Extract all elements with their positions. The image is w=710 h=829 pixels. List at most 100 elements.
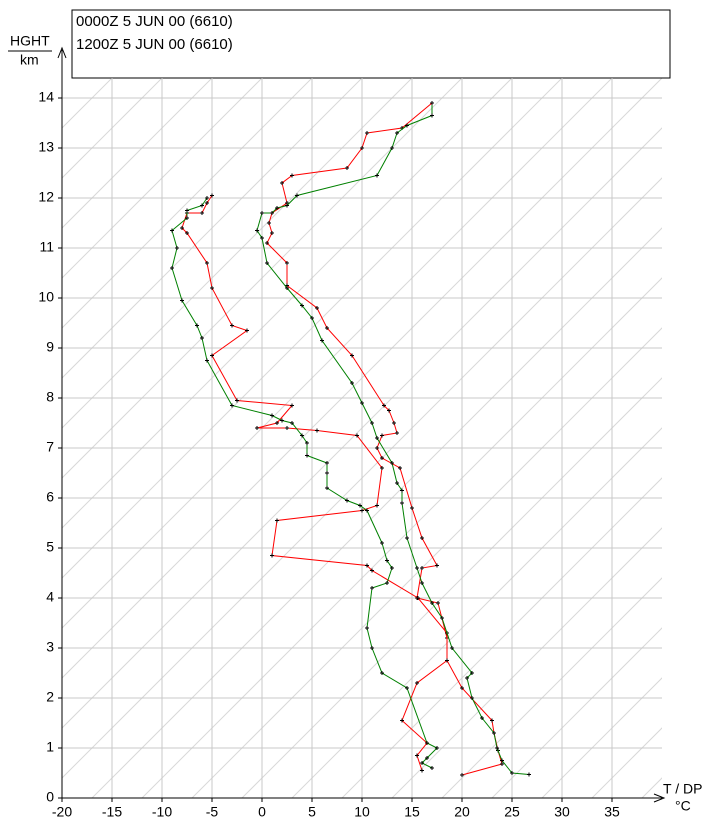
level-marker (260, 211, 264, 215)
level-marker (285, 426, 289, 430)
level-marker (200, 336, 204, 340)
x-tick-label: -15 (102, 804, 122, 820)
level-marker (445, 658, 449, 663)
x-tick-label: -10 (152, 804, 172, 820)
level-marker (398, 466, 402, 470)
level-marker (280, 181, 284, 185)
level-marker (395, 431, 399, 435)
level-marker (355, 433, 359, 438)
level-marker (305, 453, 309, 458)
level-marker (360, 508, 364, 513)
x-tick-label: 5 (308, 804, 316, 820)
level-marker (370, 421, 374, 425)
level-marker (420, 581, 424, 585)
level-marker (205, 196, 209, 200)
x-tick-label: 30 (554, 804, 570, 820)
level-marker (416, 596, 420, 600)
level-marker (380, 466, 384, 470)
level-marker (395, 131, 399, 135)
isotherm (62, 78, 213, 229)
y-tick-label: 8 (46, 389, 54, 405)
level-marker (195, 323, 199, 328)
level-marker (320, 338, 324, 343)
level-marker (500, 762, 504, 766)
level-marker (325, 326, 329, 330)
level-marker (415, 753, 419, 758)
y-tick-label: 2 (46, 689, 54, 705)
y-tick-label: 5 (46, 539, 54, 555)
level-marker (245, 328, 249, 333)
level-marker (370, 646, 374, 650)
level-marker (375, 503, 379, 508)
level-marker (392, 421, 396, 425)
x-tick-label: 20 (454, 804, 470, 820)
level-marker (382, 403, 386, 408)
isotherm (491, 627, 662, 798)
level-marker (175, 246, 179, 250)
x-tick-label: -5 (206, 804, 219, 820)
level-marker (415, 681, 419, 685)
level-marker (440, 616, 444, 620)
level-marker (380, 433, 384, 438)
level-marker (450, 646, 454, 650)
legend-entry: 0000Z 5 JUN 00 (6610) (76, 13, 233, 30)
level-marker (470, 696, 474, 700)
level-marker (400, 718, 404, 723)
isotherm (191, 327, 662, 798)
x-axis-arrow (653, 793, 666, 803)
isotherm (62, 78, 563, 579)
level-marker (375, 446, 379, 450)
level-marker (405, 686, 409, 690)
level-marker (415, 566, 419, 570)
level-marker (285, 286, 289, 290)
isotherm (341, 477, 662, 798)
level-marker (430, 601, 434, 605)
level-marker (270, 553, 274, 558)
level-marker (170, 228, 174, 233)
level-marker (395, 481, 399, 485)
level-marker (387, 408, 391, 413)
x-axis-label: T / DP (663, 781, 702, 797)
level-marker (480, 716, 484, 720)
level-marker (430, 113, 434, 118)
level-marker (390, 461, 394, 465)
dewpoint-line (171, 197, 438, 769)
level-marker (325, 461, 329, 465)
level-marker (400, 488, 404, 493)
level-marker (200, 203, 204, 208)
y-axis-unit: km (20, 52, 39, 68)
level-marker (435, 746, 439, 750)
isotherm (591, 727, 662, 798)
level-marker (460, 686, 464, 690)
level-marker (180, 226, 184, 230)
level-marker (255, 426, 259, 430)
level-marker (267, 221, 271, 225)
isotherm (391, 527, 662, 798)
x-tick-label: 10 (354, 804, 370, 820)
level-marker (210, 286, 214, 290)
level-marker (280, 418, 284, 423)
level-marker (370, 568, 374, 573)
level-marker (315, 428, 319, 433)
level-marker (465, 676, 469, 680)
isotherm (0, 78, 12, 798)
level-marker (365, 626, 369, 630)
level-marker (200, 211, 204, 215)
y-tick-label: 14 (38, 89, 54, 105)
level-marker (300, 303, 304, 308)
level-marker (275, 421, 279, 425)
level-marker (510, 771, 514, 775)
y-axis-label: HGHT (10, 33, 50, 49)
isotherm (62, 78, 613, 629)
y-tick-label: 7 (46, 439, 54, 455)
level-marker (230, 403, 234, 408)
level-marker (350, 381, 354, 385)
isotherm (62, 127, 662, 729)
level-marker (420, 536, 424, 540)
x-axis-unit: °C (675, 798, 691, 814)
level-marker (420, 768, 424, 773)
level-marker (527, 772, 531, 777)
y-tick-label: 13 (38, 139, 54, 155)
level-marker (325, 471, 329, 475)
